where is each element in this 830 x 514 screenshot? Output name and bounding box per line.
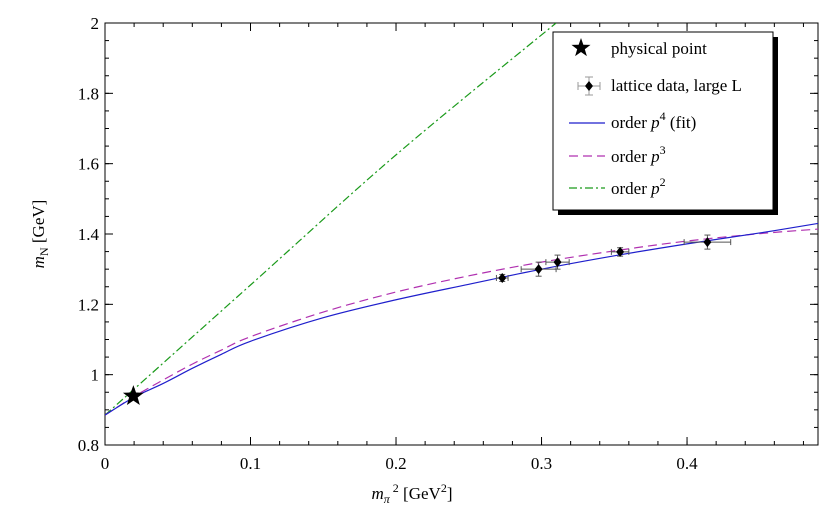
lattice-point: [683, 234, 732, 250]
legend-star-icon: [571, 38, 591, 57]
x-tick-label: 0: [101, 454, 110, 473]
lattice-point: [495, 272, 509, 283]
lattice-point: [545, 254, 570, 270]
series-line-p2: [105, 23, 557, 416]
y-tick-label: 0.8: [78, 436, 99, 455]
legend-label-physical: physical point: [611, 39, 707, 58]
legend-entry-p3: order p3: [569, 143, 666, 166]
x-tick-label: 0.1: [240, 454, 261, 473]
lattice-diamond: [534, 264, 543, 275]
lattice-diamond: [703, 237, 712, 248]
legend-entry-lattice: lattice data, large L: [577, 76, 742, 96]
series-line-p3: [105, 228, 818, 416]
x-axis-label: mπ2 [GeV2]: [372, 481, 453, 506]
legend-diamond-icon: [585, 81, 593, 91]
legend-label-p2: order p2: [611, 175, 666, 198]
legend-entry-physical: physical point: [571, 38, 707, 58]
x-tick-label: 0.3: [531, 454, 552, 473]
series-line-p4: [105, 222, 818, 416]
lattice-point: [610, 246, 630, 257]
lattice-diamond: [553, 257, 562, 268]
y-tick-label: 1: [91, 366, 100, 385]
legend-label-p4: order p4 (fit): [611, 109, 696, 132]
lattice-diamond: [616, 246, 625, 257]
y-tick-label: 1.4: [78, 225, 100, 244]
chart-marks: [105, 23, 818, 416]
lattice-diamond: [498, 272, 507, 283]
axis-ticks: 0 0.1 0.2 0.3 0.4 0.8 1 1.2 1.4 1.6 1.8 2: [78, 14, 818, 473]
x-tick-label: 0.2: [385, 454, 406, 473]
legend-box: [552, 31, 774, 211]
legend-label-p3: order p3: [611, 143, 666, 166]
legend-label-lattice: lattice data, large L: [611, 76, 742, 95]
physical-point-star: [122, 385, 144, 406]
legend: physical point lattice data, large L ord…: [552, 31, 778, 215]
y-tick-label: 2: [91, 14, 100, 33]
legend-entry-p4: order p4 (fit): [569, 109, 696, 132]
x-tick-label: 0.4: [676, 454, 698, 473]
legend-entry-p2: order p2: [569, 175, 666, 198]
y-tick-label: 1.8: [78, 84, 99, 103]
y-tick-label: 1.2: [78, 295, 99, 314]
y-axis-label: mN [GeV]: [29, 200, 51, 269]
y-tick-label: 1.6: [78, 155, 99, 174]
